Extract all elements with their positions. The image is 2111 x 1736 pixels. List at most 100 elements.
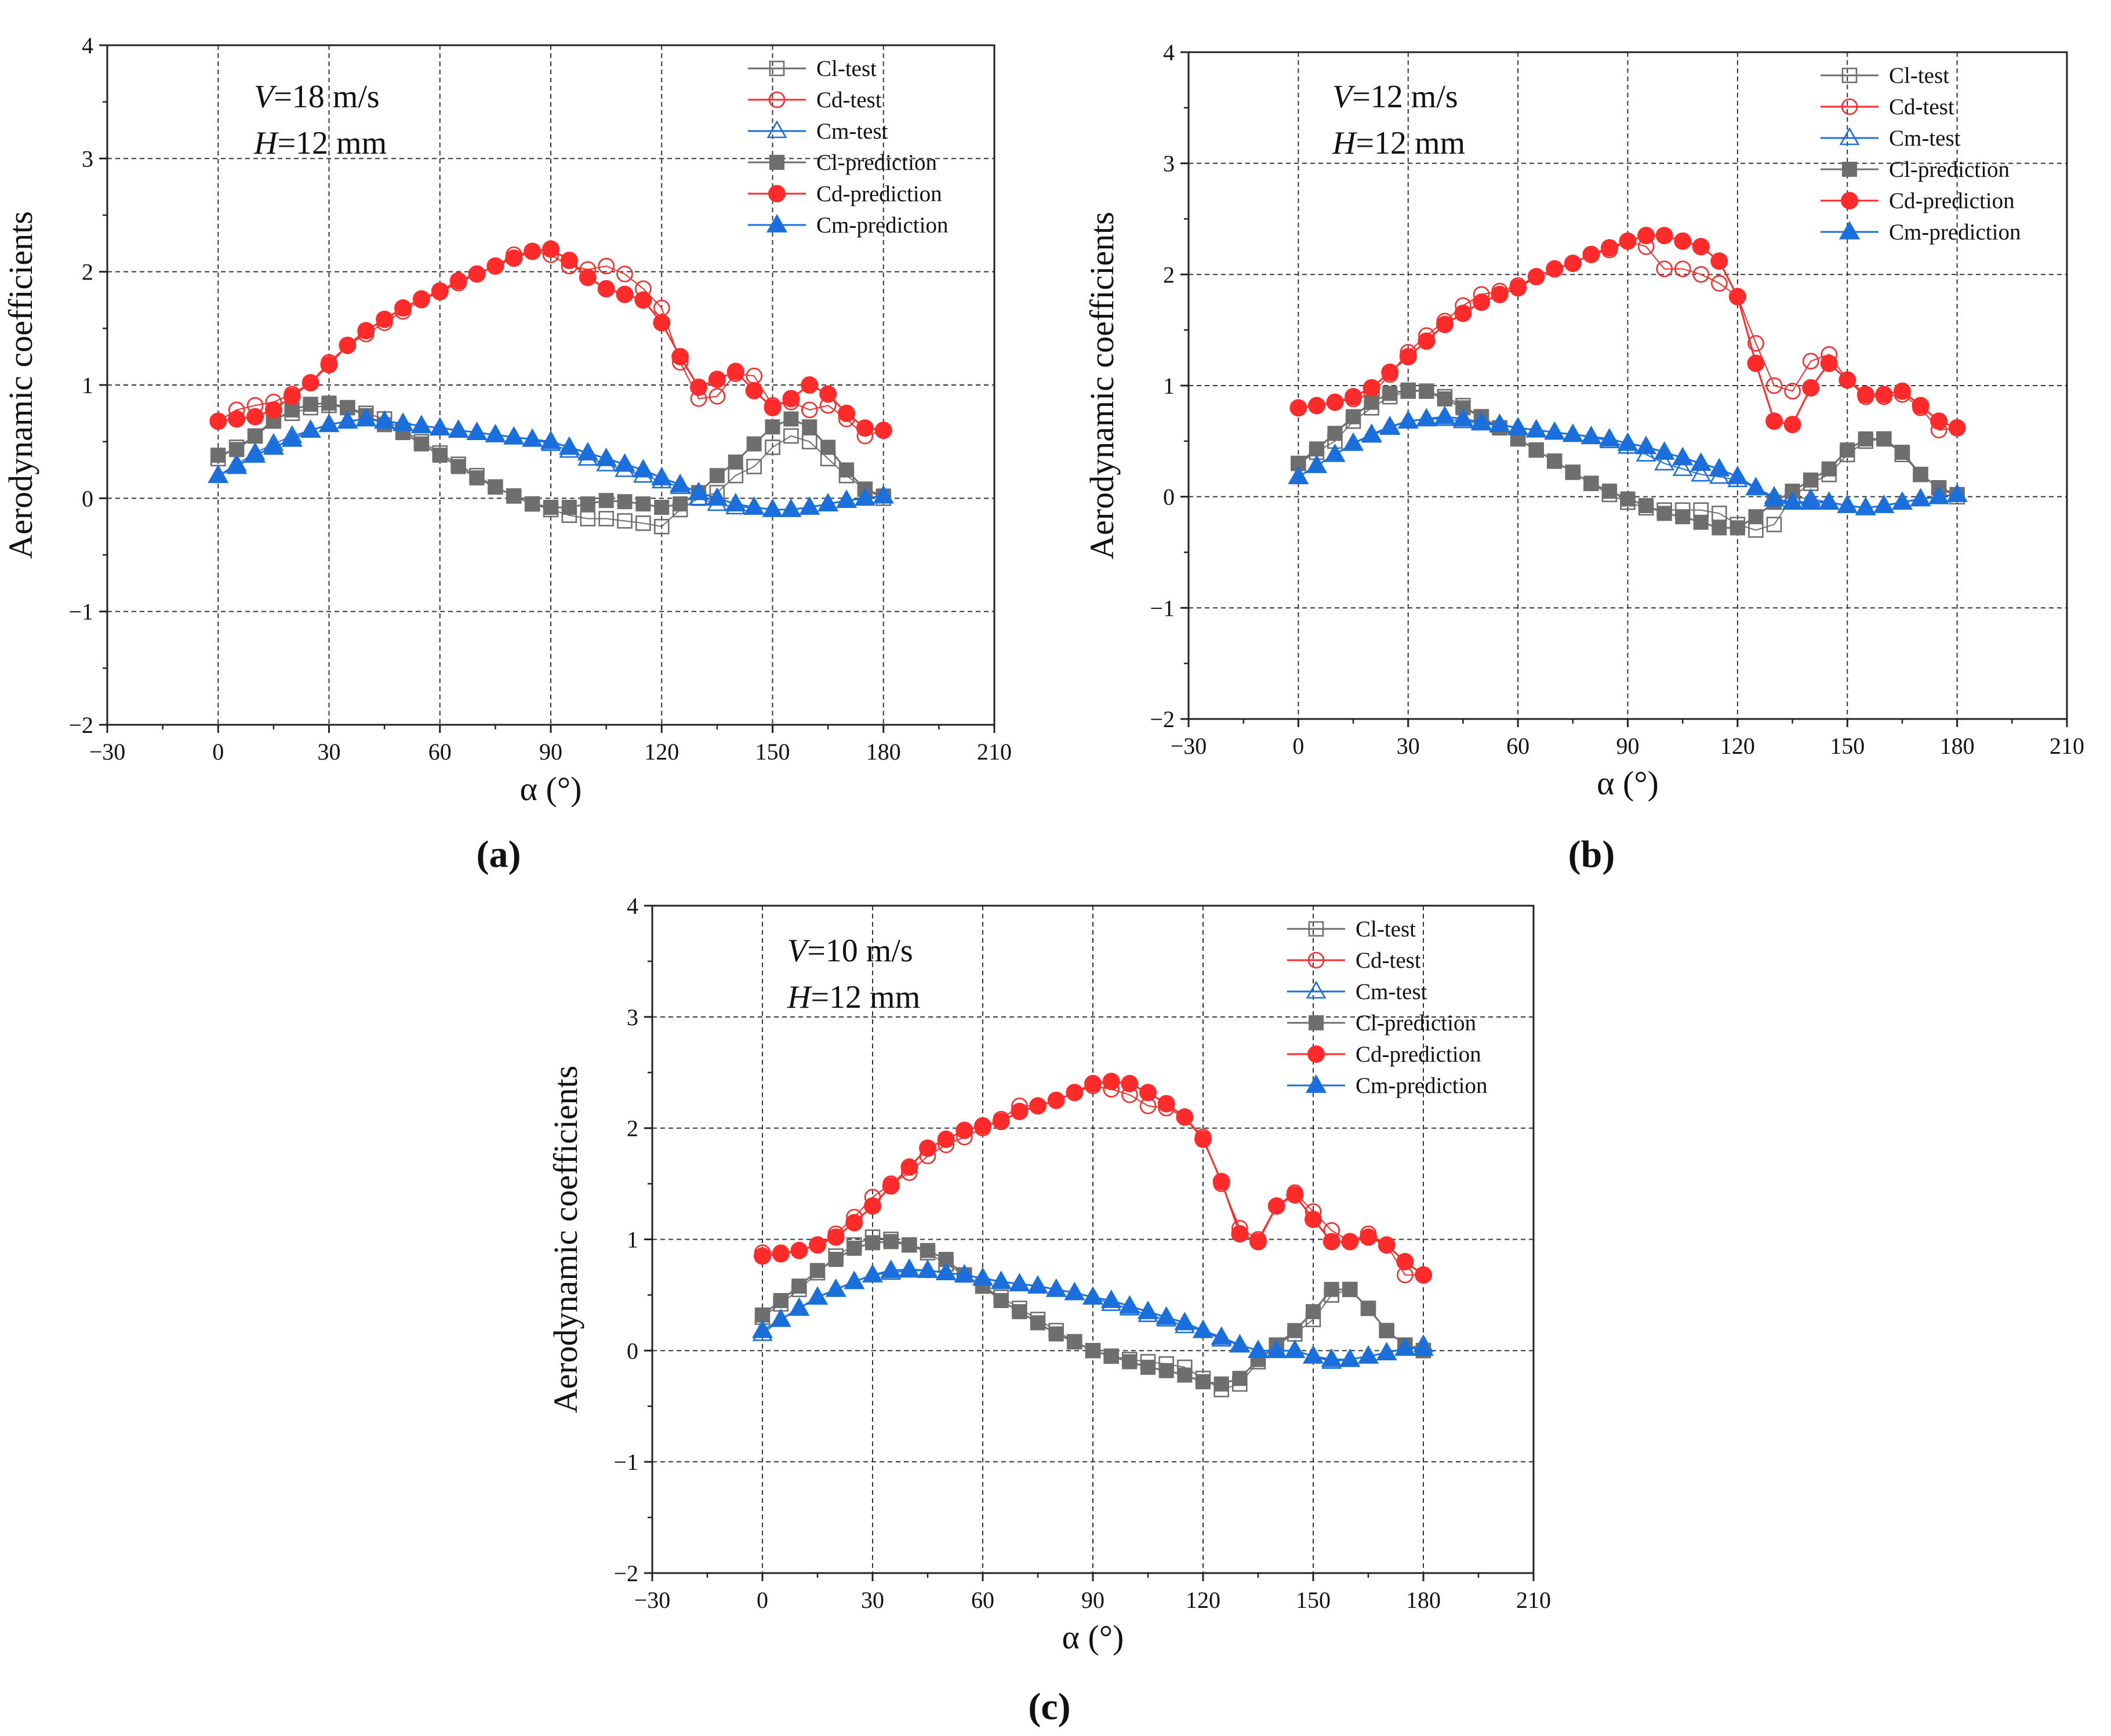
data-point xyxy=(935,1262,957,1280)
data-point xyxy=(1693,514,1709,530)
y-tick-label: 2 xyxy=(1163,262,1175,288)
data-point xyxy=(671,348,689,366)
height-symbol: H xyxy=(787,979,812,1015)
data-point xyxy=(525,496,540,512)
x-tick-label: 180 xyxy=(1406,1587,1441,1613)
data-point xyxy=(503,426,525,445)
data-point xyxy=(1747,354,1765,372)
data-point xyxy=(1194,1130,1212,1148)
data-point xyxy=(1357,1345,1379,1364)
data-point xyxy=(1712,520,1727,536)
data-point xyxy=(244,444,266,463)
legend-label: Cd-prediction xyxy=(1356,1042,1481,1067)
legend-item: Cm-prediction xyxy=(1821,220,2021,245)
legend: Cl-test Cd-test Cm-test Cl-prediction Cd-pre… xyxy=(1821,63,2021,245)
legend-label: Cm-prediction xyxy=(816,213,948,238)
data-point xyxy=(864,1197,881,1215)
data-point xyxy=(1306,455,1327,473)
data-point xyxy=(616,285,634,303)
legend-label: Cm-test xyxy=(1356,979,1427,1004)
data-point xyxy=(1527,268,1545,286)
data-point xyxy=(1913,467,1928,482)
data-point xyxy=(1140,1360,1156,1375)
data-point xyxy=(1800,491,1822,510)
height-value: =12 mm xyxy=(1356,125,1465,161)
data-point xyxy=(1192,1319,1214,1338)
data-point xyxy=(1100,1290,1122,1308)
data-point xyxy=(856,419,874,437)
data-point xyxy=(809,1236,826,1254)
y-tick-label: 3 xyxy=(627,1004,638,1030)
data-point xyxy=(210,448,226,463)
data-point xyxy=(1910,488,1931,507)
data-point xyxy=(1710,252,1728,270)
data-point xyxy=(1364,394,1379,410)
y-tick-label: 1 xyxy=(82,372,93,398)
y-tick-label: 0 xyxy=(82,485,93,511)
x-tick-label: 90 xyxy=(1081,1587,1104,1613)
data-point xyxy=(357,322,375,340)
data-point xyxy=(1654,441,1675,460)
annotation-height: H=12 mm xyxy=(1332,125,1465,161)
data-point xyxy=(920,1243,935,1258)
data-point xyxy=(263,436,284,455)
data-point xyxy=(773,1293,789,1309)
data-point xyxy=(1654,452,1675,471)
x-tick-label: 60 xyxy=(1506,733,1529,759)
data-point xyxy=(1085,1343,1100,1359)
data-point xyxy=(1212,1172,1230,1190)
data-point xyxy=(1656,506,1672,521)
data-point xyxy=(1419,383,1434,399)
data-point xyxy=(1565,464,1580,480)
data-point xyxy=(765,440,780,455)
grid xyxy=(107,45,994,725)
data-point xyxy=(1784,383,1801,400)
data-point xyxy=(1840,442,1855,458)
data-point xyxy=(1360,1228,1377,1246)
y-tick-label: 2 xyxy=(627,1116,638,1142)
data-point xyxy=(635,515,651,531)
data-point xyxy=(688,481,710,500)
data-point xyxy=(801,376,819,394)
data-point xyxy=(1394,1337,1416,1356)
data-point xyxy=(1620,491,1636,507)
data-point xyxy=(1711,275,1728,292)
data-point xyxy=(1580,426,1602,445)
data-point xyxy=(1562,423,1583,442)
data-point xyxy=(209,412,227,430)
data-point xyxy=(1030,1315,1045,1331)
data-point xyxy=(919,1139,936,1157)
data-point xyxy=(466,422,488,440)
grid xyxy=(1189,52,2067,719)
data-point xyxy=(580,511,596,526)
data-point xyxy=(1674,232,1692,250)
data-point xyxy=(1067,1334,1082,1349)
data-point xyxy=(745,382,763,400)
x-axis-title: α (°) xyxy=(520,770,582,808)
data-point xyxy=(1638,498,1654,513)
data-point xyxy=(1011,1102,1029,1120)
data-point xyxy=(880,1259,902,1279)
data-point xyxy=(783,428,799,444)
data-point xyxy=(1196,1374,1211,1390)
annotation-speed: V=12 m/s xyxy=(1332,79,1458,115)
data-point xyxy=(902,1237,917,1253)
y-tick-label: 0 xyxy=(1163,484,1175,510)
data-point xyxy=(1416,408,1437,427)
data-point xyxy=(1362,379,1380,397)
data-point xyxy=(708,371,726,388)
data-point xyxy=(1381,364,1399,381)
x-tick-label: 0 xyxy=(212,739,224,765)
data-point xyxy=(595,447,617,466)
data-point xyxy=(318,413,340,433)
data-point xyxy=(449,272,467,290)
data-point xyxy=(1691,463,1712,482)
data-point xyxy=(1302,1345,1324,1364)
data-point xyxy=(651,467,673,486)
data-point xyxy=(708,388,726,405)
data-point xyxy=(1783,416,1801,434)
data-point xyxy=(598,257,615,275)
legend-marker xyxy=(1307,1045,1325,1063)
data-point xyxy=(448,419,469,438)
data-point xyxy=(560,252,578,270)
